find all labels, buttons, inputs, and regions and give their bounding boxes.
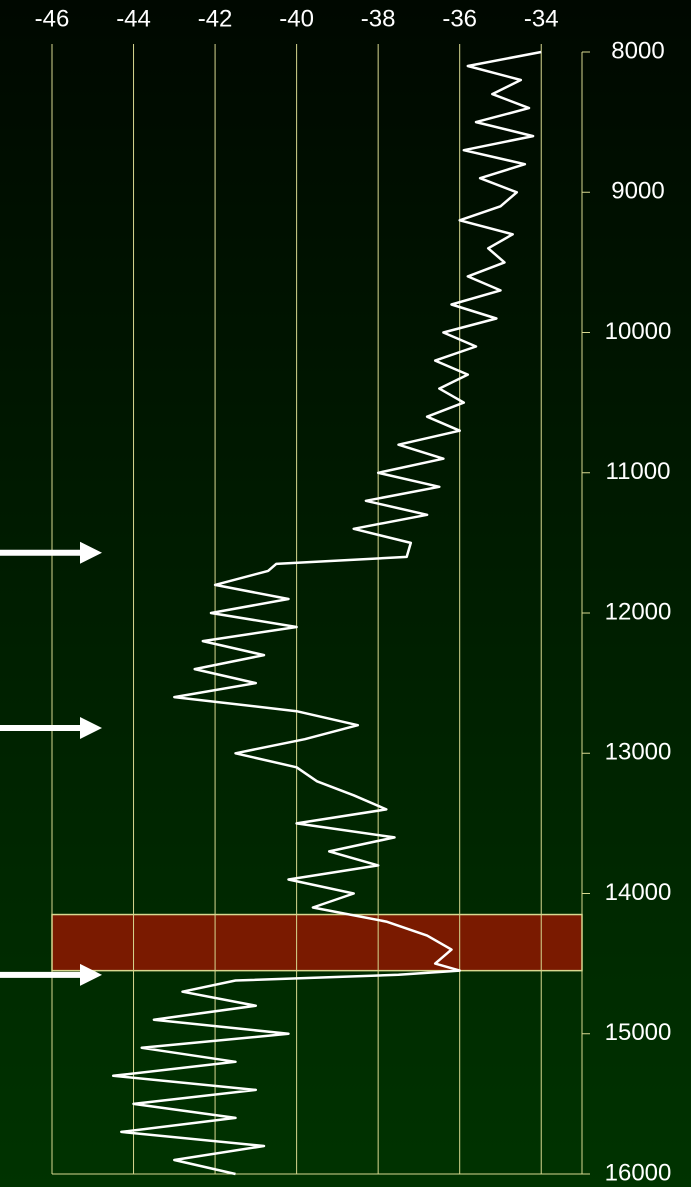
x-tick-label: -36 bbox=[442, 5, 477, 32]
highlight-band bbox=[51, 913, 583, 972]
log-line bbox=[111, 50, 542, 1176]
x-tick-label: -42 bbox=[198, 5, 233, 32]
y-tick-label: 10000 bbox=[605, 318, 672, 345]
y-tick-label: 14000 bbox=[605, 879, 672, 906]
x-tick-label: -40 bbox=[279, 5, 314, 32]
y-tick-label: 11000 bbox=[606, 458, 671, 485]
y-tick-label: 13000 bbox=[605, 739, 672, 766]
x-tick-label: -34 bbox=[524, 5, 559, 32]
y-tick-label: 9000 bbox=[611, 178, 664, 205]
x-tick-label: -44 bbox=[116, 5, 151, 32]
arrow bbox=[0, 963, 102, 986]
x-tick-label: -38 bbox=[361, 5, 396, 32]
y-tick-label: 16000 bbox=[605, 1159, 672, 1186]
arrow bbox=[0, 717, 102, 740]
x-tick-label: -46 bbox=[35, 5, 70, 32]
y-tick-label: 8000 bbox=[611, 37, 664, 64]
y-tick-label: 12000 bbox=[605, 598, 672, 625]
y-tick-label: 15000 bbox=[605, 1019, 672, 1046]
arrow bbox=[0, 541, 102, 564]
